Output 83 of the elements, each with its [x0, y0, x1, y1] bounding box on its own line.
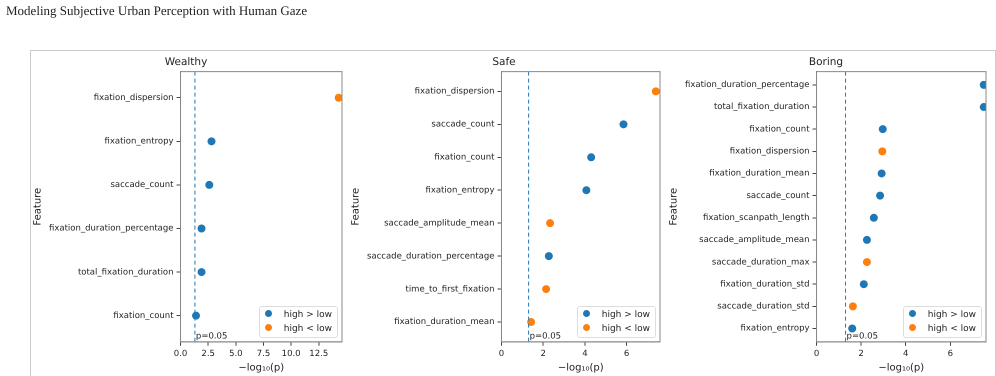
- point: [980, 80, 986, 89]
- y-tick-label: fixation_duration_percentage: [48, 224, 174, 234]
- y-tick-label: fixation_dispersion: [414, 86, 494, 97]
- x-tick-label: 0.0: [174, 349, 188, 360]
- y-axis-title: Feature: [32, 188, 44, 226]
- x-tick-label: 4: [903, 349, 908, 360]
- y-tick-label: saccade_duration_std: [717, 302, 810, 312]
- point: [205, 180, 214, 189]
- x-tick-label: 2: [858, 349, 864, 360]
- chart-title: Safe: [492, 56, 516, 68]
- point: [870, 214, 878, 222]
- x-tick-label: 2: [540, 349, 546, 360]
- y-tick-label: fixation_duration_percentage: [684, 80, 810, 90]
- y-tick-label: fixation_count: [113, 310, 174, 321]
- point: [878, 125, 887, 134]
- y-tick-label: fixation_dispersion: [94, 92, 174, 103]
- annotation: p=0.05: [846, 331, 878, 342]
- point: [334, 94, 342, 102]
- point: [862, 236, 871, 244]
- point: [652, 87, 660, 96]
- y-tick-label: saccade_count: [110, 180, 174, 190]
- x-tick-label: 10.0: [282, 349, 301, 360]
- y-tick-label: saccade_count: [431, 120, 496, 130]
- point: [848, 302, 857, 310]
- y-tick-label: time_to_first_fixation: [405, 284, 494, 294]
- y-tick-label: total_fixation_duration: [78, 267, 174, 278]
- point: [878, 147, 886, 156]
- y-axis-title: Feature: [350, 188, 362, 226]
- legend-label: high < low: [602, 324, 650, 334]
- x-axis-title: −log₁₀(p): [238, 362, 284, 374]
- y-tick-label: fixation_duration_std: [720, 279, 810, 290]
- point: [619, 120, 628, 128]
- point: [544, 252, 553, 260]
- x-tick-label: 7.5: [256, 349, 270, 360]
- point: [980, 103, 986, 112]
- legend-label: high > low: [602, 310, 650, 320]
- x-tick-label: 5.0: [229, 349, 243, 360]
- x-axis-title: −log₁₀(p): [558, 362, 604, 374]
- y-tick-label: saccade_duration_max: [712, 257, 810, 268]
- y-tick-label: saccade_amplitude_mean: [699, 235, 810, 246]
- point: [876, 192, 884, 200]
- x-tick-label: 6: [624, 349, 630, 360]
- y-tick-label: saccade_amplitude_mean: [384, 218, 494, 228]
- x-tick-label: 0: [814, 349, 820, 360]
- x-tick-label: 4: [582, 349, 588, 360]
- point: [208, 137, 216, 146]
- point: [862, 258, 871, 266]
- x-tick-label: 6: [948, 349, 954, 360]
- point: [860, 280, 868, 288]
- annotation: p=0.05: [530, 331, 562, 342]
- x-tick-label: 2.5: [201, 349, 215, 360]
- point: [198, 268, 206, 276]
- y-tick-label: saccade_count: [746, 190, 810, 201]
- point: [542, 285, 550, 294]
- legend-label: high > low: [284, 310, 332, 320]
- point: [582, 186, 590, 194]
- legend-label: high < low: [928, 324, 976, 334]
- y-tick-label: fixation_duration_mean: [709, 168, 810, 179]
- point: [878, 169, 886, 178]
- y-tick-label: saccade_duration_percentage: [366, 251, 494, 262]
- y-tick-label: total_fixation_duration: [714, 102, 810, 112]
- chart-title: Boring: [808, 56, 844, 68]
- x-tick-label: 12.5: [309, 349, 328, 360]
- point: [587, 153, 596, 162]
- y-tick-label: fixation_entropy: [740, 324, 810, 334]
- y-tick-label: fixation_count: [749, 124, 810, 134]
- x-axis-title: −log₁₀(p): [878, 362, 924, 374]
- legend-label: high > low: [928, 310, 976, 320]
- x-tick-label: 0: [498, 349, 504, 360]
- y-tick-label: fixation_count: [434, 152, 496, 162]
- y-tick-label: fixation_entropy: [425, 185, 494, 196]
- y-tick-label: fixation_scanpath_length: [703, 212, 810, 223]
- annotation: p=0.05: [196, 331, 228, 342]
- point: [527, 318, 536, 326]
- text: Modeling Subjective Urban Perception with Human Gaze: [6, 3, 308, 19]
- point: [546, 219, 554, 228]
- point: [198, 224, 206, 232]
- chart-title: Wealthy: [164, 56, 208, 68]
- y-tick-label: fixation_dispersion: [730, 146, 810, 157]
- y-tick-label: fixation_entropy: [104, 136, 174, 147]
- legend-label: high < low: [284, 324, 332, 334]
- y-tick-label: fixation_duration_mean: [394, 317, 494, 328]
- y-axis-title: Feature: [668, 188, 680, 226]
